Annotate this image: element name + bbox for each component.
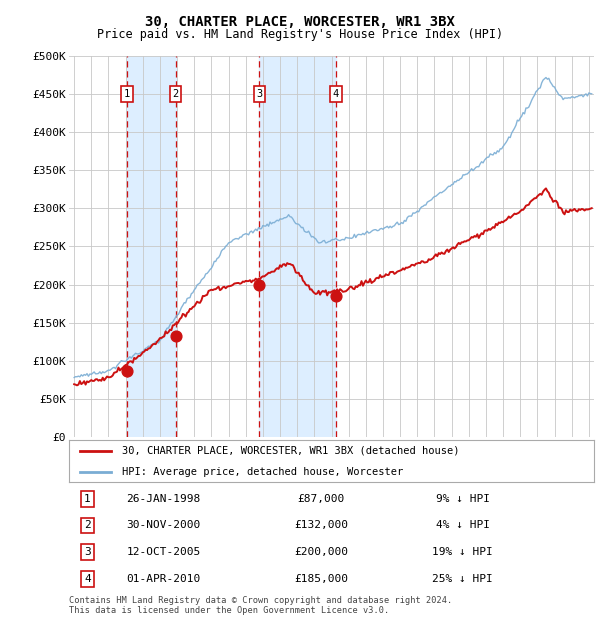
Bar [259, 56, 336, 437]
Text: 01-APR-2010: 01-APR-2010 [127, 574, 200, 584]
Bar [127, 56, 176, 437]
Point [122, 366, 131, 376]
Text: 30-NOV-2000: 30-NOV-2000 [127, 520, 200, 531]
Point [331, 291, 341, 301]
Text: 1: 1 [124, 89, 130, 99]
Text: 3: 3 [256, 89, 262, 99]
Text: 2: 2 [173, 89, 179, 99]
Text: 4: 4 [84, 574, 91, 584]
Text: 30, CHARTER PLACE, WORCESTER, WR1 3BX (detached house): 30, CHARTER PLACE, WORCESTER, WR1 3BX (d… [121, 446, 459, 456]
Text: HPI: Average price, detached house, Worcester: HPI: Average price, detached house, Worc… [121, 467, 403, 477]
Text: 25% ↓ HPI: 25% ↓ HPI [433, 574, 493, 584]
Text: 30, CHARTER PLACE, WORCESTER, WR1 3BX: 30, CHARTER PLACE, WORCESTER, WR1 3BX [145, 16, 455, 30]
Text: 9% ↓ HPI: 9% ↓ HPI [436, 494, 490, 504]
Text: 1: 1 [84, 494, 91, 504]
Point [254, 280, 264, 290]
Text: Contains HM Land Registry data © Crown copyright and database right 2024.: Contains HM Land Registry data © Crown c… [69, 596, 452, 606]
Text: 4: 4 [332, 89, 339, 99]
Point [171, 332, 181, 342]
Text: 4% ↓ HPI: 4% ↓ HPI [436, 520, 490, 531]
Text: £87,000: £87,000 [298, 494, 344, 504]
Text: 3: 3 [84, 547, 91, 557]
Text: 26-JAN-1998: 26-JAN-1998 [127, 494, 200, 504]
Text: £185,000: £185,000 [294, 574, 348, 584]
Text: Price paid vs. HM Land Registry's House Price Index (HPI): Price paid vs. HM Land Registry's House … [97, 28, 503, 41]
Text: 2: 2 [84, 520, 91, 531]
Text: 12-OCT-2005: 12-OCT-2005 [127, 547, 200, 557]
Text: This data is licensed under the Open Government Licence v3.0.: This data is licensed under the Open Gov… [69, 606, 389, 616]
Text: 19% ↓ HPI: 19% ↓ HPI [433, 547, 493, 557]
Text: £200,000: £200,000 [294, 547, 348, 557]
Text: £132,000: £132,000 [294, 520, 348, 531]
